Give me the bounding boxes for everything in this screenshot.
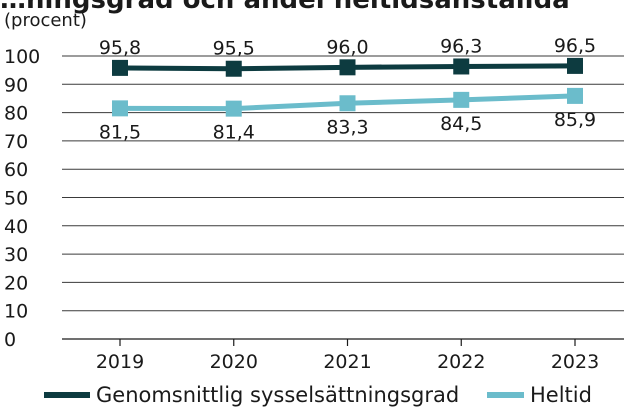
legend-label-0: Genomsnittlig sysselsättningsgrad xyxy=(96,383,459,407)
series-1-data-label-2020: 81,4 xyxy=(213,122,255,144)
series-1-marker-2020 xyxy=(225,100,242,117)
y-tick-label-50: 50 xyxy=(4,188,28,210)
series-0-marker-2019 xyxy=(112,59,128,76)
legend-item-0: Genomsnittlig sysselsättningsgrad xyxy=(44,383,459,407)
series-0-data-label-2020: 95,5 xyxy=(213,38,255,60)
series-0-marker-2021 xyxy=(339,59,356,76)
y-tick-label-90: 90 xyxy=(4,74,28,96)
series-lines xyxy=(112,57,583,117)
y-tick-label-100: 100 xyxy=(4,46,40,68)
y-tick-label-80: 80 xyxy=(4,103,28,125)
y-axis-unit: (procent) xyxy=(4,10,87,31)
series-0-marker-2022 xyxy=(453,58,470,75)
x-tick-label-2023: 2023 xyxy=(551,351,599,373)
chart-title: …ningsgrad och andel heltidsanställda xyxy=(0,0,570,15)
grid-lines xyxy=(62,55,624,340)
y-tick-label-30: 30 xyxy=(4,244,28,266)
series-1-marker-2021 xyxy=(339,95,356,112)
legend-label-1: Heltid xyxy=(530,383,592,407)
y-tick-label-60: 60 xyxy=(4,159,28,181)
x-tick-label-2021: 2021 xyxy=(323,351,371,373)
x-tick-labels: 2019 2020 2021 2022 2023 xyxy=(96,339,599,373)
series-0-marker-2020 xyxy=(225,60,242,77)
x-tick-label-2022: 2022 xyxy=(437,351,485,373)
series-1-data-label-2019: 81,5 xyxy=(99,121,141,143)
y-tick-label-10: 10 xyxy=(4,301,28,323)
series-0-data-label-2019: 95,8 xyxy=(99,37,141,59)
series-1-data-label-2023: 85,9 xyxy=(554,109,596,131)
series-0-marker-2023 xyxy=(567,57,583,74)
series-1-marker-2019 xyxy=(112,100,128,117)
x-tick-label-2019: 2019 xyxy=(96,351,144,373)
y-tick-label-0: 0 xyxy=(4,329,16,351)
y-tick-label-40: 40 xyxy=(4,216,28,238)
y-tick-label-70: 70 xyxy=(4,131,28,153)
y-tick-label-20: 20 xyxy=(4,272,28,294)
x-tick-label-2020: 2020 xyxy=(210,351,258,373)
series-0-data-label-2023: 96,5 xyxy=(554,35,596,57)
series-1-data-label-2021: 83,3 xyxy=(326,116,368,138)
legend-item-1: Heltid xyxy=(487,383,592,407)
series-0-data-label-2022: 96,3 xyxy=(440,35,482,57)
series-1-marker-2022 xyxy=(453,91,470,108)
series-1-marker-2023 xyxy=(567,87,583,104)
y-tick-labels: 0 10 20 30 40 50 60 70 80 90 100 xyxy=(4,46,40,351)
series-1-data-label-2022: 84,5 xyxy=(440,113,482,135)
series-0-data-label-2021: 96,0 xyxy=(326,36,368,58)
legend: Genomsnittlig sysselsättningsgrad Heltid xyxy=(44,383,592,407)
data-labels: 95,8 95,5 96,0 96,3 96,5 81,5 81,4 83,3 84,5 85,9 xyxy=(99,35,596,144)
